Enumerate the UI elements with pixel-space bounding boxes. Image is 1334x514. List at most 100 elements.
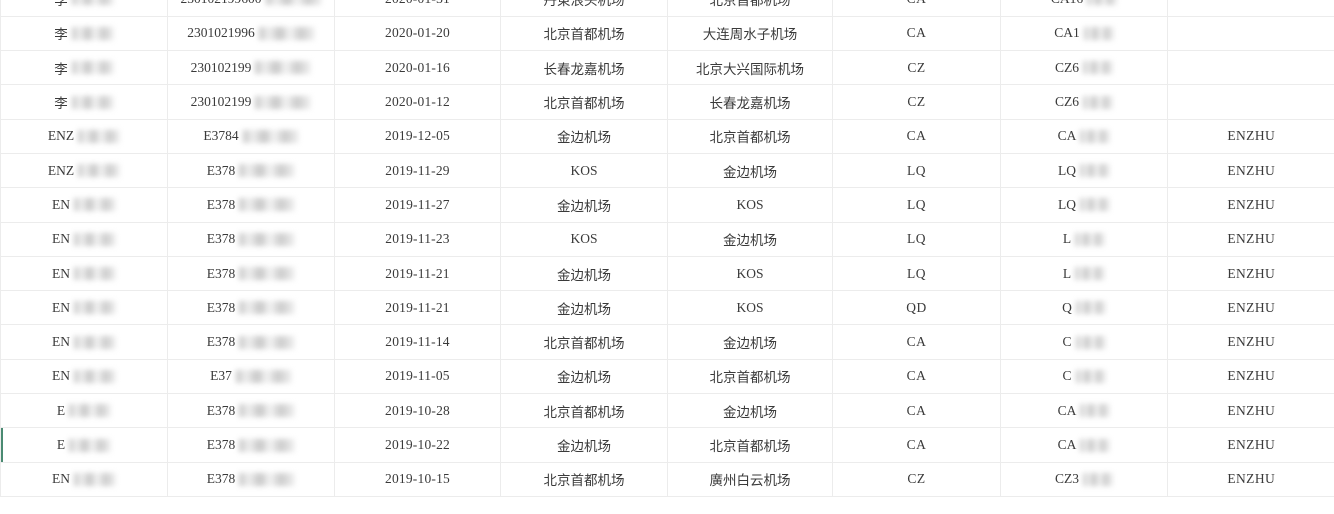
flight-no-text: CA <box>1057 402 1077 418</box>
flight-no-text: L <box>1062 265 1072 281</box>
arrival-text: 长春龙嘉机场 <box>709 96 791 113</box>
airline-text: CA <box>906 128 927 144</box>
name-text: E <box>56 437 66 452</box>
cell-name: ENZ <box>0 119 168 154</box>
redaction-blur <box>1080 129 1111 143</box>
date-text: 2019-11-23 <box>385 231 450 247</box>
cell-airline: LQ <box>832 222 1001 257</box>
id-no-text: E378 <box>206 471 236 487</box>
redaction-blur <box>71 26 114 40</box>
cell-flight-no: CA1 <box>1000 16 1168 52</box>
arrival-text: 金边机场 <box>723 404 777 421</box>
redaction-blur <box>74 232 116 246</box>
remark-text: ENZHU <box>1227 471 1276 487</box>
cell-airline: CA <box>832 359 1001 395</box>
redaction-blur <box>239 198 296 212</box>
cell-arrival: 长春龙嘉机场 <box>667 84 833 120</box>
table-row[interactable]: EN E37 2019-11-05 金边机场 北京首都机场 CA C ENZHU <box>0 359 1334 395</box>
id-no-text: E378 <box>206 437 236 452</box>
table-row[interactable]: ENZ E378 2019-11-29 KOS 金边机场 LQ LQ ENZHU <box>0 153 1334 189</box>
flight-no-text: CA <box>1057 437 1077 452</box>
table-row[interactable]: EN E378 2019-11-27 金边机场 KOS LQ LQ ENZHU <box>0 187 1334 223</box>
airline-text: LQ <box>907 265 926 281</box>
cell-departure: 长春龙嘉机场 <box>500 50 668 86</box>
cell-arrival: 北京首都机场 <box>667 0 833 17</box>
cell-name: 李 <box>0 0 168 17</box>
cell-airline: CA <box>832 393 1001 429</box>
table-row[interactable]: 李 230102199 2020-01-12 北京首都机场 长春龙嘉机场 CZ CZ6 <box>0 84 1334 120</box>
flight-no-text: CA1 <box>1054 25 1080 41</box>
date-text: 2019-11-21 <box>385 299 450 315</box>
cell-remark: ENZHU <box>1167 119 1334 154</box>
table-row[interactable]: EN E378 2019-11-23 KOS 金边机场 LQ L ENZHU <box>0 222 1334 257</box>
airline-text: CA <box>906 25 927 41</box>
table-row[interactable]: 李 230102199600 2020-01-31 丹東浪头机场 北京首都机场 CA CA1… <box>0 0 1334 17</box>
cell-date: 2019-11-29 <box>334 153 501 189</box>
cell-departure: KOS <box>500 153 668 189</box>
cell-flight-no: LQ <box>1000 187 1168 223</box>
departure-text: 北京首都机场 <box>543 27 625 44</box>
name-text: EN <box>52 299 70 315</box>
cell-airline: LQ <box>832 256 1001 292</box>
cell-departure: 金边机场 <box>500 427 668 463</box>
cell-arrival: KOS <box>667 187 833 223</box>
cell-arrival: 大连周水子机场 <box>667 16 833 52</box>
cell-remark: ENZHU <box>1167 153 1334 189</box>
flight-no-text: CZ6 <box>1054 59 1079 75</box>
cell-name: EN <box>0 256 168 292</box>
id-no-text: E378 <box>206 265 236 281</box>
departure-text: 金边机场 <box>557 267 611 284</box>
name-text: EN <box>52 368 70 384</box>
arrival-text: 北京首都机场 <box>709 0 791 9</box>
airline-text: CZ <box>907 94 926 110</box>
cell-date: 2019-10-28 <box>334 393 501 429</box>
table-row[interactable]: 李 230102199 2020-01-16 长春龙嘉机场 北京大兴国际机场 CZ CZ6 <box>0 50 1334 86</box>
table-row[interactable]: EN E378 2019-11-21 金边机场 KOS QD Q ENZHU <box>0 290 1334 326</box>
redaction-blur <box>1083 95 1113 109</box>
redaction-blur <box>74 198 116 212</box>
redaction-blur <box>71 0 114 6</box>
arrival-text: 北京大兴国际机场 <box>696 61 804 78</box>
name-text: E <box>56 402 66 418</box>
cell-flight-no: L <box>1000 222 1168 257</box>
redaction-blur <box>1083 26 1114 40</box>
table-row[interactable]: EN E378 2019-11-21 金边机场 KOS LQ L ENZHU <box>0 256 1334 292</box>
table-row[interactable]: E E378 2019-10-28 北京首都机场 金边机场 CA CA ENZHU <box>0 393 1334 429</box>
remark-text: ENZHU <box>1227 128 1276 144</box>
table-row[interactable]: 李 2301021996 2020-01-20 北京首都机场 大连周水子机场 CA CA1 <box>0 16 1334 52</box>
id-no-text: E378 <box>206 162 236 178</box>
cell-remark <box>1167 0 1334 17</box>
arrival-text: 大连周水子机场 <box>702 27 798 44</box>
remark-text: ENZHU <box>1227 402 1276 418</box>
departure-text: 金边机场 <box>557 370 611 387</box>
redaction-blur <box>74 301 116 315</box>
cell-name: 李 <box>0 84 168 120</box>
cell-id-no: E378 <box>167 290 335 326</box>
redaction-blur <box>1080 438 1111 452</box>
cell-departure: 金边机场 <box>500 256 668 292</box>
table-row[interactable]: E E378 2019-10-22 金边机场 北京首都机场 CA CA ENZHU <box>0 427 1334 463</box>
airline-text: CA <box>906 334 927 350</box>
remark-text: ENZHU <box>1227 196 1276 212</box>
cell-date: 2019-11-21 <box>334 290 501 326</box>
departure-text: 北京首都机场 <box>543 336 625 353</box>
departure-text: 丹東浪头机场 <box>543 0 625 9</box>
cell-flight-no: CZ6 <box>1000 50 1168 86</box>
table-row[interactable]: EN E378 2019-10-15 北京首都机场 廣州白云机场 CZ CZ3 ENZHU <box>0 462 1334 497</box>
redaction-blur <box>239 438 296 452</box>
cell-arrival: 北京首都机场 <box>667 119 833 154</box>
redaction-blur <box>239 267 296 281</box>
remark-text: ENZHU <box>1227 265 1276 281</box>
cell-airline: CA <box>832 427 1001 463</box>
id-no-text: 2301021996 <box>187 25 255 41</box>
date-text: 2020-01-16 <box>385 59 450 75</box>
table-row[interactable]: EN E378 2019-11-14 北京首都机场 金边机场 CA C ENZHU <box>0 324 1334 360</box>
redaction-blur <box>78 164 121 178</box>
table-body: 李2301021996002020-01-31丹東浪头机场北京首都机场CACA1… <box>0 0 1334 497</box>
name-text: 李 <box>54 27 68 44</box>
table-row[interactable]: ENZ E3784 2019-12-05 金边机场 北京首都机场 CA CA ENZHU <box>0 119 1334 154</box>
cell-date: 2020-01-16 <box>334 50 501 86</box>
cell-remark <box>1167 16 1334 52</box>
cell-date: 2019-11-14 <box>334 324 501 360</box>
